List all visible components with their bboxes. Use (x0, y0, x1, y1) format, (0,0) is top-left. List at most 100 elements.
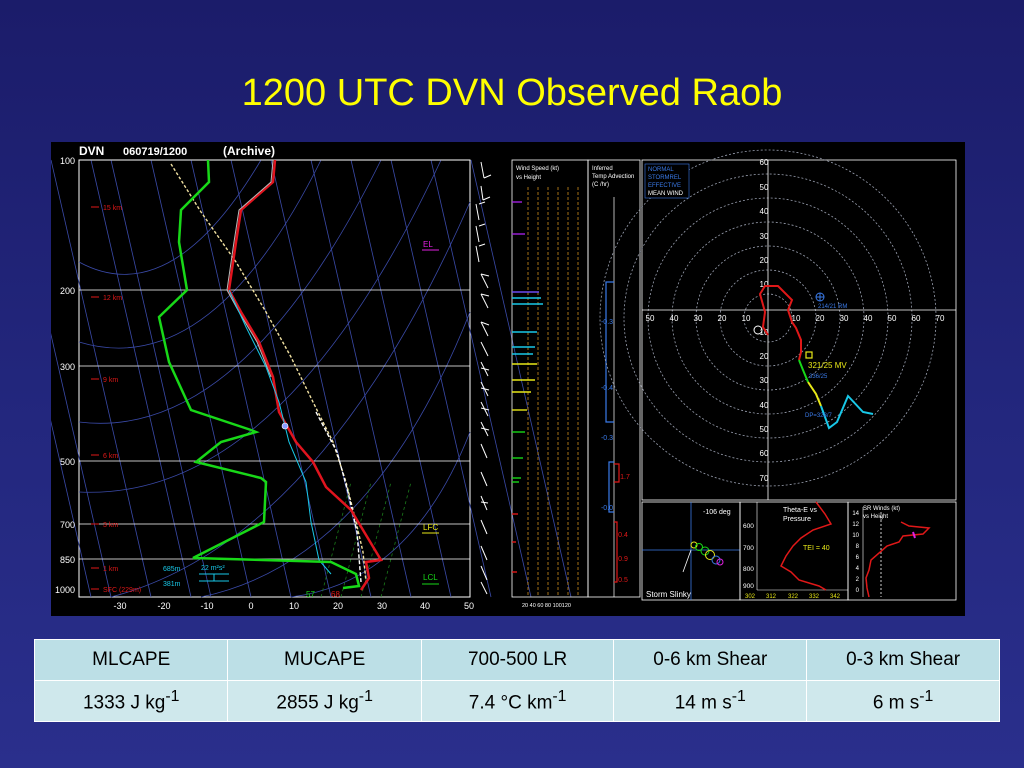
svg-text:Theta-E vs: Theta-E vs (783, 507, 817, 514)
height-label: SFC (229m) (103, 587, 141, 594)
svg-text:1.7: 1.7 (620, 474, 630, 481)
svg-text:20: 20 (760, 352, 769, 361)
storm-slinky-panel: -106 deg Storm Slinky (641, 501, 741, 601)
svg-text:30: 30 (760, 376, 769, 385)
svg-text:vs Height: vs Height (516, 175, 541, 181)
svg-text:10: 10 (742, 314, 751, 323)
dewpoint-trace (157, 159, 361, 590)
svg-text:800: 800 (743, 566, 754, 573)
p-label: 500 (60, 457, 75, 467)
svg-text:6: 6 (856, 555, 860, 561)
svg-text:302: 302 (745, 594, 756, 600)
skewt-adiabats (78, 159, 471, 598)
svg-text:0.4: 0.4 (618, 532, 628, 539)
svg-text:60: 60 (760, 158, 769, 167)
svg-text:30: 30 (694, 314, 703, 323)
svg-text:10: 10 (760, 280, 769, 289)
parameter-table: MLCAPE MUCAPE 700-500 LR 0-6 km Shear 0-… (33, 639, 1000, 722)
svg-text:30: 30 (760, 232, 769, 241)
svg-text:vs Height: vs Height (863, 514, 888, 520)
svg-text:Inferred: Inferred (592, 166, 613, 172)
svg-text:700: 700 (743, 545, 754, 552)
p-label: 200 (60, 286, 75, 296)
tei-label: TEI = 40 (803, 545, 830, 552)
svg-text:0: 0 (856, 588, 860, 594)
header-mucape: MUCAPE (227, 639, 422, 681)
svg-text:14: 14 (852, 511, 859, 517)
svg-text:60: 60 (912, 314, 921, 323)
svg-text:(C /hr): (C /hr) (592, 182, 609, 188)
value-0-6km-shear: 14 m s-1 (613, 680, 808, 722)
skewt-diagram: DVN 060719/1200 (Archive) (51, 144, 572, 611)
svg-text:60: 60 (760, 449, 769, 458)
svg-text:0.9: 0.9 (618, 556, 628, 563)
svg-text:50: 50 (888, 314, 897, 323)
t-label: 40 (420, 601, 430, 611)
svg-text:EFFECTIVE: EFFECTIVE (648, 183, 681, 189)
height-label: 3 km (103, 522, 118, 529)
svg-text:10: 10 (792, 314, 801, 323)
value-0-3km-shear: 6 m s-1 (806, 680, 1000, 722)
svg-text:40: 40 (760, 207, 769, 216)
height-label: 9 km (103, 377, 118, 384)
value-mucape: 2855 J kg-1 (227, 680, 422, 722)
p-label: 700 (60, 520, 75, 530)
srh-value: 22 m²s² (201, 565, 225, 572)
sounding-panel: DVN 060719/1200 (Archive) (51, 142, 965, 616)
sr-winds-panel: SR Winds (kt) vs Height 14 12 10 8 6 4 2… (847, 501, 957, 601)
svg-text:30: 30 (840, 314, 849, 323)
t-label: 10 (289, 601, 299, 611)
wind-speed-panel: Wind Speed (kt) vs Height (511, 159, 589, 609)
svg-text:2: 2 (856, 577, 860, 583)
wind-panel-title: Wind Speed (kt) (516, 166, 559, 172)
svg-text:50: 50 (646, 314, 655, 323)
svg-text:Temp Advection: Temp Advection (592, 174, 634, 180)
rm-label: 214/21 RM (818, 304, 847, 310)
svg-text:70: 70 (936, 314, 945, 323)
header-0-6km-shear: 0-6 km Shear (613, 639, 808, 681)
svg-text:MEAN WIND: MEAN WIND (648, 191, 684, 197)
svg-text:50: 50 (760, 183, 769, 192)
svg-text:4: 4 (856, 566, 860, 572)
svg-text:332: 332 (809, 594, 820, 600)
skewt-archive: (Archive) (223, 144, 275, 158)
svg-text:-0.3: -0.3 (601, 319, 613, 326)
height-label: 15 km (103, 205, 122, 212)
svg-text:8: 8 (856, 544, 860, 550)
svg-text:322: 322 (788, 594, 799, 600)
lcl-marker: LCL (423, 573, 438, 582)
height-label: 6 km (103, 453, 118, 460)
svg-text:20: 20 (816, 314, 825, 323)
svg-text:-0.0: -0.0 (601, 505, 613, 512)
parcel-trace (170, 163, 367, 583)
p-label: 850 (60, 555, 75, 565)
svg-text:900: 900 (743, 583, 754, 590)
svg-text:40: 40 (760, 401, 769, 410)
temperature-trace (227, 159, 384, 591)
svg-text:STORMREL: STORMREL (648, 175, 682, 181)
height-label: 1 km (103, 566, 118, 573)
header-0-3km-shear: 0-3 km Shear (806, 639, 1000, 681)
sfc-temp: 68 (331, 590, 340, 599)
wetbulb-trace (228, 289, 332, 575)
svg-text:SR Winds (kt): SR Winds (kt) (863, 506, 900, 512)
header-mlcape: MLCAPE (33, 639, 229, 681)
svg-text:12: 12 (852, 522, 859, 528)
svg-text:20: 20 (760, 256, 769, 265)
header-lapse-rate: 700-500 LR (420, 639, 615, 681)
mv-label: 321/25 MV (808, 361, 847, 370)
svg-text:20: 20 (718, 314, 727, 323)
p-label: 100 (60, 156, 75, 166)
svg-text:-0.4: -0.4 (601, 385, 613, 392)
skewt-station: DVN (79, 144, 104, 158)
p-label: 300 (60, 362, 75, 372)
svg-text:342: 342 (830, 594, 841, 600)
t-label: 30 (377, 601, 387, 611)
svg-text:NORMAL: NORMAL (648, 167, 674, 173)
svg-text:0.5: 0.5 (618, 577, 628, 584)
value-mlcape: 1333 J kg-1 (33, 680, 229, 722)
temp-advection-panel: Inferred Temp Advection (C /hr) -0.3 -0.… (587, 159, 641, 598)
sfc-dewpoint: 57 (306, 590, 315, 599)
t-label: 0 (248, 601, 253, 611)
svg-text:Pressure: Pressure (783, 516, 811, 523)
